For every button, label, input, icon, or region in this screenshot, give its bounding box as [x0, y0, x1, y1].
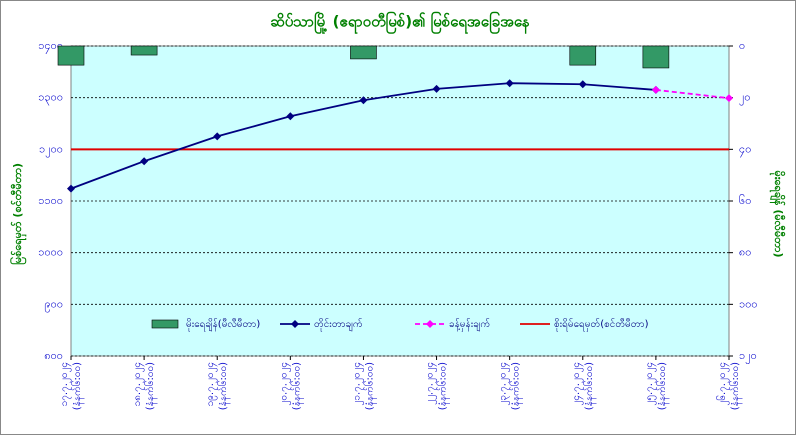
x-tick-label: ၂၃.၇.၂၀၂၄	[498, 362, 511, 406]
y2-tick-label: ၈၀	[739, 246, 751, 259]
x-tick-label: (နံနက်၆:၀၀)	[362, 362, 377, 410]
legend-label: စိုးရိမ်ရေမှတ်(စင်တီမီတာ)	[554, 317, 649, 332]
x-tick-label: (နံနက်၆:၀၀)	[509, 362, 524, 410]
x-tick-label: (နံနက်၆:၀၀)	[289, 362, 304, 410]
y-tick-label: ၈၀၀	[44, 349, 63, 362]
bar	[130, 45, 158, 56]
point	[725, 94, 733, 103]
x-tick-label: (နံနက်၆:၀၀)	[436, 362, 451, 410]
x-tick-label: ၁၈.၇.၂၀၂၄	[132, 362, 145, 406]
bar	[642, 45, 670, 69]
x-tick-label: (နံနက်၆:၀၀)	[70, 362, 85, 410]
y-tick-label: ၁၂၀၀	[39, 142, 63, 157]
point	[651, 85, 660, 94]
x-tick-label: (နံနက်၆:၀၀)	[216, 362, 231, 410]
x-tick-label: ၁၇.၇.၂၀၂၄	[59, 362, 72, 406]
point	[359, 96, 368, 105]
x-tick-label: (နံနက်၆:၀၀)	[143, 362, 158, 410]
legend-swatch	[151, 319, 179, 329]
x-tick-label: ၁၉.၇.၂၀၂၄	[205, 362, 218, 406]
x-tick-label: ၂၆.၇.၂၀၂၄	[715, 362, 730, 406]
point	[505, 79, 514, 88]
bar	[569, 45, 597, 66]
bar	[350, 45, 377, 60]
y-tick-label: ၁၃၀၀	[38, 91, 63, 106]
y-tick-label: ၁၁၀၀	[38, 194, 63, 207]
y2-tick-label: ၁၀၀	[739, 297, 758, 310]
point	[578, 80, 587, 89]
point	[432, 84, 441, 93]
point	[67, 184, 75, 193]
line	[655, 89, 730, 100]
bar	[57, 45, 85, 66]
legend-marker	[291, 320, 299, 328]
legend-label: ခန့်မှန်းချက်	[449, 317, 490, 332]
y-tick-label: ၉၀၀	[44, 297, 63, 312]
legend-label: မိုးရေချိန်(မီလီမီတာ)	[186, 317, 260, 332]
y2-tick-label: ၀	[739, 39, 745, 52]
y2-tick-label: ၄၀	[739, 142, 751, 157]
y2-axis-label: မိုးရေချိန် (မီလီမီတာ)	[769, 171, 786, 258]
legend-marker	[426, 320, 434, 328]
x-tick-label: (နံနက်၆:၀၀)	[582, 362, 597, 410]
legend-label: တိုင်းတာချက်	[314, 317, 363, 332]
y2-tick-label: ၂၀	[739, 91, 751, 106]
point	[286, 112, 295, 121]
x-tick-label: ၂၄.၇.၂၀၂၄	[571, 362, 584, 406]
x-tick-label: ၂၀.၇.၂၀၂၄	[278, 362, 291, 406]
x-tick-label: ၂၁.၇.၂၀၂၄	[351, 362, 364, 406]
y-tick-label: ၁၀၀၀	[38, 246, 63, 259]
x-tick-label: (နံနက်၆:၀၀)	[655, 362, 670, 410]
y-tick-label: ၁၄၀၀	[38, 39, 63, 54]
y-axis-label: မြစ်ရေမှတ် (စင်တီမီတာ)	[9, 163, 27, 265]
x-tick-label: ၂၅.၇.၂၀၂၄	[644, 362, 657, 406]
y2-tick-label: ၆၀	[739, 194, 751, 207]
y2-tick-label: ၁၂၀	[739, 349, 757, 364]
point	[140, 157, 149, 166]
x-tick-label: (နံနက်၆:၀၀)	[728, 362, 743, 410]
point	[213, 132, 222, 141]
x-tick-label: ၂၂.၇.၂၀၂၄	[425, 362, 438, 405]
